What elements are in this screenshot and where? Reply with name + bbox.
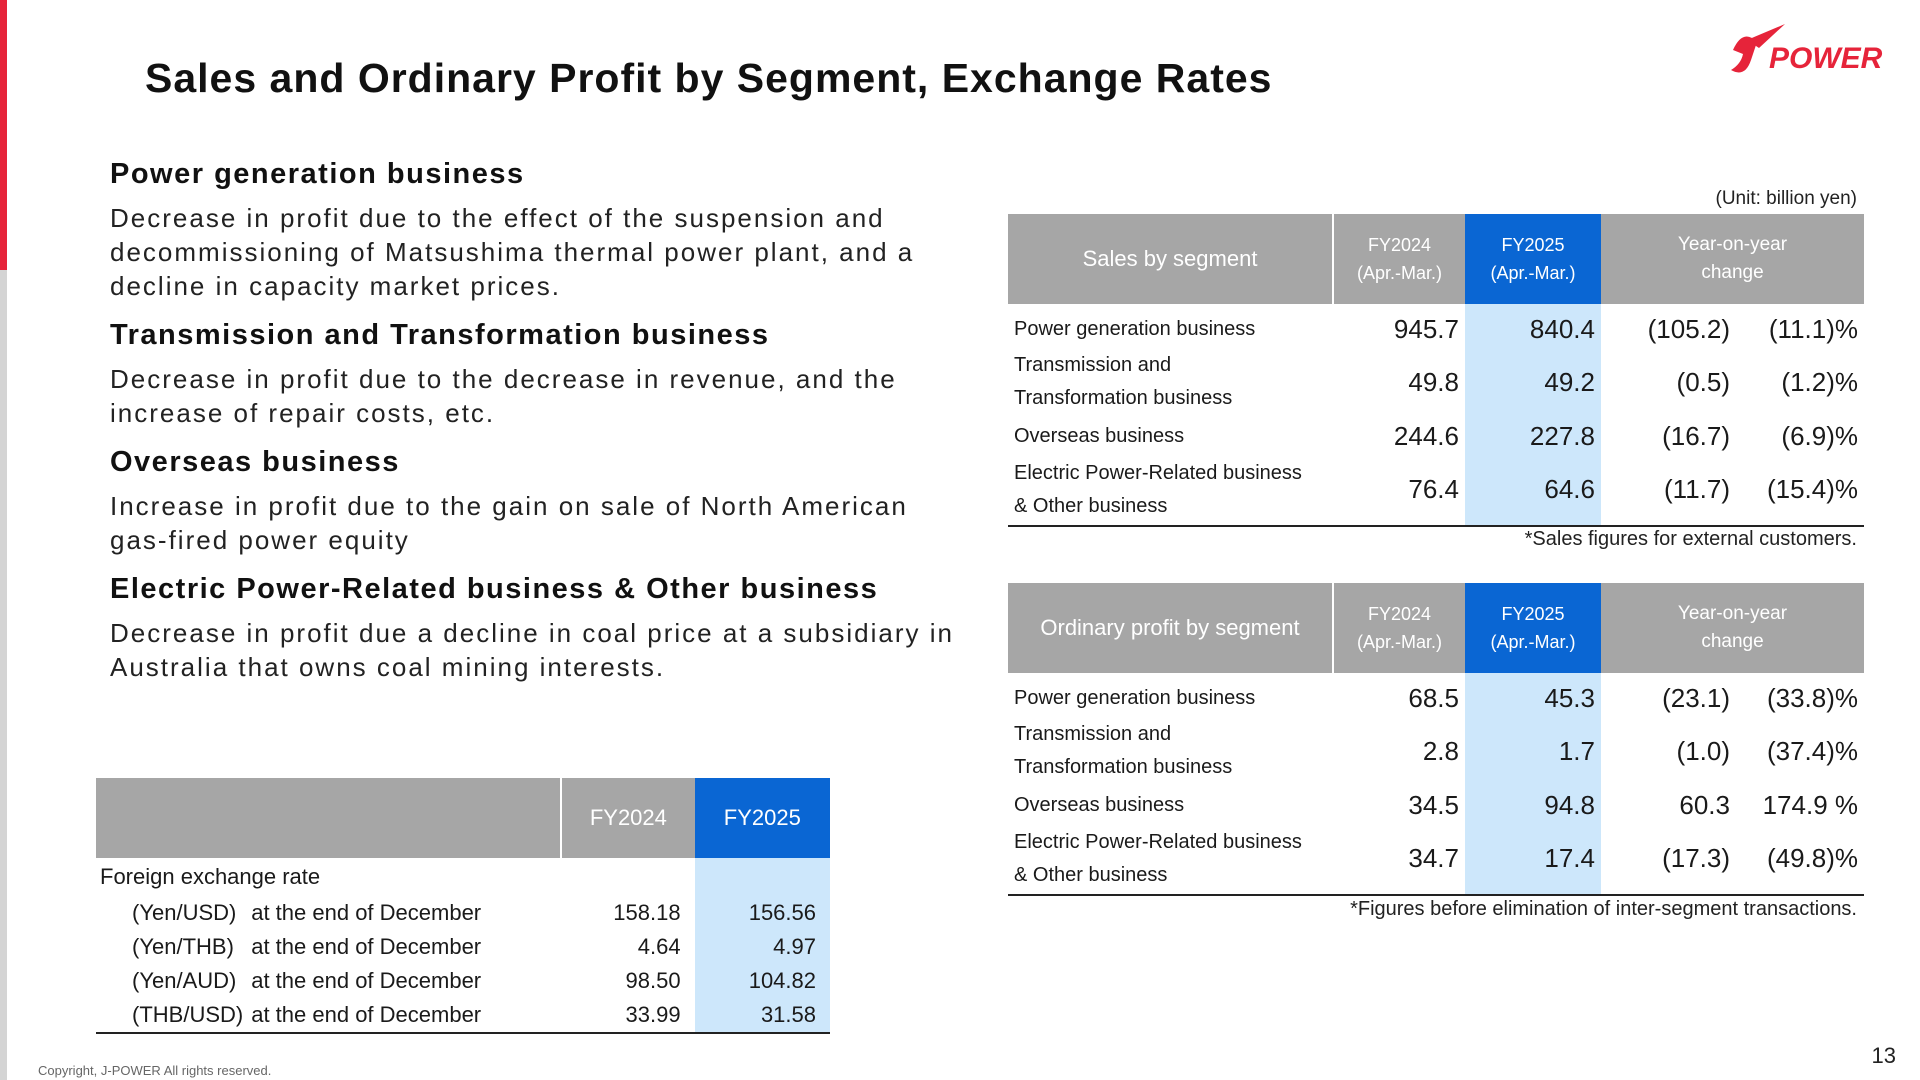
table-header: Sales by segment FY2024 (Apr.-Mar.) FY202… — [1008, 214, 1864, 304]
header-fy2024: FY2024 (Apr.-Mar.) — [1332, 214, 1465, 304]
table-row: Overseas business 34.5 94.8 60.3 174.9 % — [1008, 787, 1864, 823]
header-segment: Ordinary profit by segment — [1008, 583, 1333, 673]
header-blank — [96, 778, 562, 858]
section-heading: Power generation business — [110, 158, 525, 190]
table-row: (Yen/AUD) at the end of December 98.50 1… — [96, 964, 830, 998]
copyright: Copyright, J-POWER All rights reserved. — [38, 1063, 272, 1078]
section-text: Decrease in profit due to the decrease i… — [110, 364, 897, 428]
section-text: Increase in profit due to the gain on sa… — [110, 491, 908, 555]
svg-text:POWER: POWER — [1769, 42, 1883, 75]
table-row: (THB/USD) at the end of December 33.99 3… — [96, 998, 830, 1034]
table-row: Foreign exchange rate — [96, 858, 830, 896]
section-heading: Transmission and Transformation business — [110, 319, 770, 351]
page-number: 13 — [1871, 1043, 1896, 1068]
section-heading: Overseas business — [110, 446, 400, 478]
table-row: Transmission and Transformation business … — [1008, 715, 1864, 787]
table-row: Electric Power-Related business & Other b… — [1008, 823, 1864, 896]
header-yoy: Year-on-year change — [1601, 214, 1864, 304]
header-fy2024: FY2024 (Apr.-Mar.) — [1332, 583, 1465, 673]
ordinary-profit-table: Ordinary profit by segment FY2024 (Apr.-M… — [1008, 583, 1864, 896]
sales-by-segment-table: Sales by segment FY2024 (Apr.-Mar.) FY202… — [1008, 214, 1864, 527]
unit-label: (Unit: billion yen) — [1715, 188, 1858, 209]
table-row: Transmission and Transformation business … — [1008, 346, 1864, 418]
header-fy2024: FY2024 — [560, 778, 695, 858]
jpower-logo: POWER — [1731, 24, 1883, 75]
header-yoy: Year-on-year change — [1601, 583, 1864, 673]
section-text: Decrease in profit due a decline in coal… — [110, 618, 954, 682]
header-fy2025: FY2025 (Apr.-Mar.) — [1465, 214, 1601, 304]
profit-note: *Figures before elimination of inter-seg… — [1350, 898, 1857, 920]
sales-note: *Sales figures for external customers. — [1524, 528, 1857, 550]
table-row: Overseas business 244.6 227.8 (16.7) (6.… — [1008, 418, 1864, 454]
exchange-rate-table: FY2024 FY2025 Foreign exchange rate (Yen… — [96, 778, 830, 1034]
table-row: Electric Power-Related business & Other b… — [1008, 454, 1864, 527]
table-row: Power generation business 68.5 45.3 (23.… — [1008, 681, 1864, 715]
page-title: Sales and Ordinary Profit by Segment, Ex… — [145, 55, 1273, 101]
table-header: Ordinary profit by segment FY2024 (Apr.-M… — [1008, 583, 1864, 673]
accent-bar — [0, 0, 7, 270]
side-bar — [0, 270, 7, 1080]
header-fy2025: FY2025 — [694, 778, 830, 858]
section-heading: Electric Power-Related business & Other … — [110, 573, 879, 605]
table-header: FY2024 FY2025 — [96, 778, 830, 858]
table-row: (Yen/THB) at the end of December 4.64 4.… — [96, 930, 830, 964]
table-row: Power generation business 945.7 840.4 (1… — [1008, 312, 1864, 346]
table-row: (Yen/USD) at the end of December 158.18 … — [96, 896, 830, 930]
section-text: Decrease in profit due to the effect of … — [110, 203, 915, 301]
header-segment: Sales by segment — [1008, 214, 1333, 304]
header-fy2025: FY2025 (Apr.-Mar.) — [1465, 583, 1601, 673]
business-commentary: Power generation business Decrease in pr… — [110, 158, 970, 700]
